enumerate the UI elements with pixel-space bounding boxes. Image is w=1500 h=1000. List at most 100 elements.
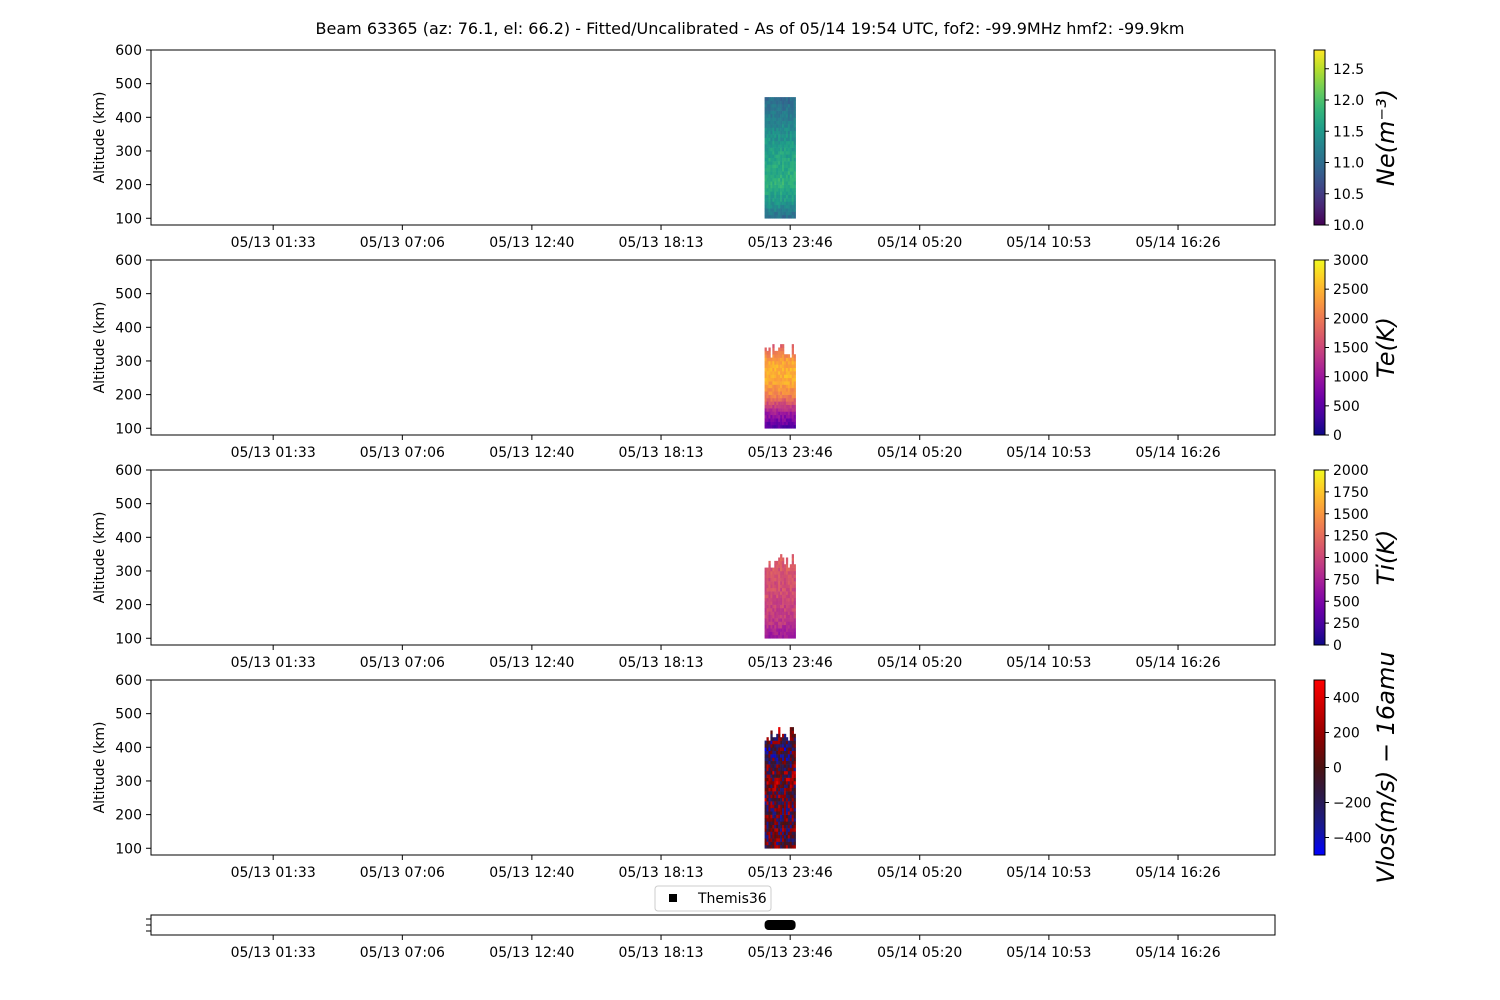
panel-vlos-cell (764, 834, 767, 839)
panel-te-cell (778, 421, 781, 426)
panel-ne-cell (793, 157, 796, 162)
panel-vlos-cell (782, 787, 785, 792)
panel-vlos-cell (774, 831, 777, 836)
panel-ne-cell (774, 113, 777, 118)
panel-ti-cell (793, 597, 796, 602)
panel-ne-cell (785, 214, 789, 219)
panel-te-xtick-label: 05/13 01:33 (231, 445, 316, 461)
panel-vlos-cell (787, 828, 791, 832)
panel-vlos-cell (764, 791, 767, 795)
panel-vlos-cell (787, 787, 791, 792)
panel-vlos-cell (782, 844, 785, 849)
coverage-xtick-label: 05/13 18:13 (618, 945, 703, 961)
panel-vlos-cell (778, 844, 781, 849)
panel-ne-cell (764, 140, 767, 145)
panel-ne-cell (787, 117, 791, 121)
panel-ti-cell (787, 567, 791, 572)
panel-ne-cell (772, 110, 775, 115)
panel-te-cell (793, 408, 796, 412)
panel-te-cell (791, 424, 794, 429)
panel-vlos-cell (793, 828, 796, 832)
panel-ne-cell (778, 177, 781, 182)
panel-ne-cell (768, 184, 771, 189)
legend-box (654, 885, 772, 912)
panel-vlos-cell (782, 804, 785, 809)
panel-te-cell (764, 364, 767, 368)
panel-te-cell (776, 360, 779, 365)
panel-vlos-cell (791, 824, 794, 829)
panel-vlos-cell (776, 844, 779, 849)
panel-te-cbar-tick-label: 3000 (1333, 253, 1369, 269)
panel-vlos-cell (793, 764, 796, 768)
panel-te-cell (791, 347, 794, 352)
panel-te-cell (780, 391, 783, 395)
panel-vlos-cell (768, 791, 771, 795)
panel-ti-cell (776, 624, 779, 629)
panel-ne-ytick-label: 600 (115, 43, 142, 59)
panel-ti-cell (764, 618, 767, 622)
panel-te-frame (150, 259, 1276, 436)
panel-ne-cell (789, 154, 793, 158)
panel-ti-cell (793, 607, 796, 612)
panel-ne-cell (776, 147, 779, 152)
panel-vlos-cell (776, 794, 779, 799)
panel-vlos-cell (778, 804, 781, 809)
panel-te-ytick-label: 600 (115, 253, 142, 269)
panel-ne-cell (770, 204, 773, 209)
panel-vlos-cell (785, 784, 789, 788)
panel-vlos-cell (774, 760, 777, 765)
panel-ne-cell (774, 171, 777, 175)
panel-te-cell (787, 408, 791, 412)
panel-vlos-cell (782, 777, 785, 782)
panel-ne-cell (780, 167, 783, 172)
panel-ne-cell (780, 161, 783, 165)
panel-ne-cell (768, 181, 771, 185)
panel-vlos-cell (766, 797, 769, 802)
panel-ti-xtick-label: 05/14 16:26 (1135, 655, 1220, 671)
panel-ne-cell (789, 191, 793, 196)
panel-ti-xtick-label: 05/14 10:53 (1006, 655, 1091, 671)
panel-vlos-cell (770, 844, 773, 849)
panel-vlos-cell (778, 787, 781, 792)
panel-vlos-cell (772, 737, 775, 741)
panel-ti-cell (789, 631, 793, 636)
panel-ne-cell (770, 201, 773, 206)
panel-te-cell (791, 377, 794, 382)
panel-ne-cell (780, 107, 783, 111)
panel-ne-cell (783, 154, 787, 158)
panel-ne-cell (780, 147, 783, 152)
panel-vlos-cell (774, 817, 777, 822)
panel-te-cell (791, 411, 794, 416)
panel-vlos-cell (783, 750, 787, 755)
panel-vlos-cell (780, 807, 783, 812)
panel-vlos-cell (789, 733, 793, 738)
panel-ti-cell (791, 581, 794, 585)
panel-ne-cell (764, 201, 767, 206)
panel-vlos-cell (776, 764, 779, 768)
panel-ti-cell (785, 611, 789, 616)
panel-vlos-cell (782, 764, 785, 768)
panel-ti-cell (778, 604, 781, 609)
panel-ne-cell (783, 184, 787, 189)
panel-ne-cell (783, 164, 787, 169)
panel-ne-cell (789, 147, 793, 152)
panel-vlos-cell (793, 824, 796, 829)
panel-ne-cell (766, 184, 769, 189)
panel-ne-cell (793, 198, 796, 202)
coverage-bar-themis36 (764, 920, 796, 930)
panel-vlos-cell (774, 767, 777, 772)
panel-te-ylabel: Altitude (km) (92, 302, 108, 394)
panel-ne-cell (766, 194, 769, 199)
panel-ne-cbar-tick-label: 11.0 (1333, 156, 1364, 172)
panel-ne-cell (778, 154, 781, 158)
panel-te-cell (768, 404, 771, 409)
panel-ti-xtick-label: 05/14 05:20 (877, 655, 962, 671)
panel-ne-cell (766, 201, 769, 206)
panel-vlos-cell (789, 828, 793, 832)
panel-ne-cell (789, 214, 793, 219)
panel-te-cell (782, 424, 785, 429)
panel-ne-cell (785, 157, 789, 162)
panel-ne-cell (789, 187, 793, 192)
panel-te-cell (782, 394, 785, 399)
panel-ti-cell (774, 591, 777, 595)
